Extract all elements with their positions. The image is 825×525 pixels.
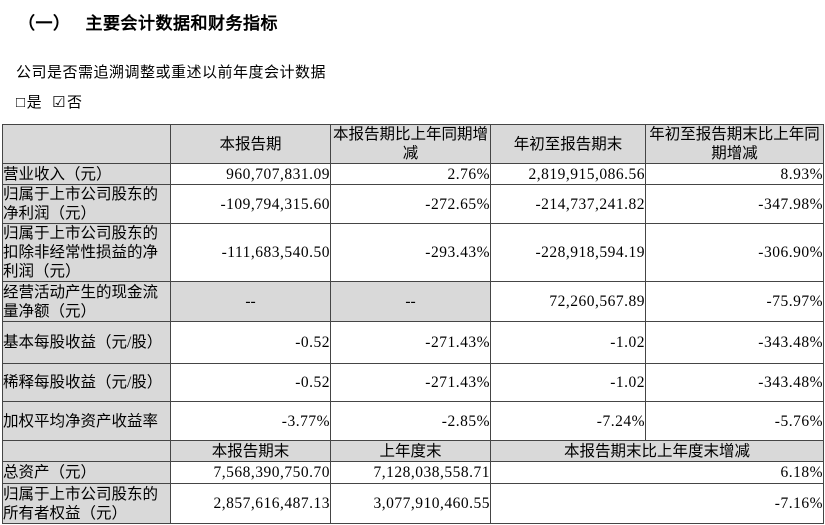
cell-prev-year-end: 3,077,910,460.55 (330, 483, 491, 524)
section-number: （一） (18, 14, 71, 33)
cell-current-change: -272.65% (330, 184, 491, 224)
option-no-label: 否 (67, 95, 83, 111)
subheader-blank-cell (2, 440, 171, 462)
cell-ytd: 72,260,567.89 (490, 281, 646, 322)
cell-current-change: 2.76% (330, 163, 491, 185)
cell-current: -3.77% (170, 401, 331, 441)
cell-prev-year-end: 7,128,038,558.71 (330, 461, 491, 484)
table-row: 基本每股收益（元/股） -0.52 -271.43% -1.02 -343.48… (2, 321, 824, 364)
cell-ytd-change: -343.48% (645, 321, 824, 364)
row-label: 稀释每股收益（元/股） (2, 363, 171, 402)
table-row: 经营活动产生的现金流量净额（元） -- -- 72,260,567.89 -75… (2, 281, 824, 322)
table-subheader-row: 本报告期末 上年度末 本报告期末比上年度末增减 (2, 440, 824, 462)
cell-ytd-change: -75.97% (645, 281, 824, 322)
row-label: 归属于上市公司股东的扣除非经常性损益的净利润（元） (2, 223, 171, 282)
cell-ytd-change: -343.48% (645, 363, 824, 402)
cell-current-change: -2.85% (330, 401, 491, 441)
cell-current-change: -293.43% (330, 223, 491, 282)
row-label: 基本每股收益（元/股） (2, 321, 171, 364)
table-row: 归属于上市公司股东的净利润（元） -109,794,315.60 -272.65… (2, 184, 824, 224)
cell-end-change: -7.16% (490, 483, 824, 524)
restatement-question: 公司是否需追溯调整或重述以前年度会计数据 (16, 65, 327, 81)
cell-period-end: 7,568,390,750.70 (170, 461, 331, 484)
cell-current-change: -271.43% (330, 321, 491, 364)
cell-ytd-change: -5.76% (645, 401, 824, 441)
cell-current: -0.52 (170, 363, 331, 402)
cell-ytd: -1.02 (490, 363, 646, 402)
financial-indicators-table: 本报告期 本报告期比上年同期增减 年初至报告期末 年初至报告期末比上年同期增减 … (2, 124, 824, 524)
cell-ytd: -7.24% (490, 401, 646, 441)
option-yes-label: 是 (26, 95, 43, 111)
checkbox-unchecked-icon: □ (16, 95, 26, 111)
cell-ytd-change: -306.90% (645, 223, 824, 282)
cell-current: -0.52 (170, 321, 331, 364)
row-label: 经营活动产生的现金流量净额（元） (2, 281, 171, 322)
cell-current-change: -- (330, 281, 491, 322)
header-current-period: 本报告期 (170, 124, 331, 164)
checkbox-checked-icon: ☑ (52, 95, 67, 111)
table-row: 总资产（元） 7,568,390,750.70 7,128,038,558.71… (2, 461, 824, 484)
table-row: 营业收入（元） 960,707,831.09 2.76% 2,819,915,0… (2, 163, 824, 185)
table-header-row: 本报告期 本报告期比上年同期增减 年初至报告期末 年初至报告期末比上年同期增减 (2, 124, 824, 164)
header-current-period-change: 本报告期比上年同期增减 (330, 124, 491, 164)
table-row: 稀释每股收益（元/股） -0.52 -271.43% -1.02 -343.48… (2, 363, 824, 402)
subheader-period-end: 本报告期末 (170, 440, 331, 462)
row-label: 归属于上市公司股东的净利润（元） (2, 184, 171, 224)
cell-current: -111,683,540.50 (170, 223, 331, 282)
cell-ytd-change: 8.93% (645, 163, 824, 185)
cell-ytd: -228,918,594.19 (490, 223, 646, 282)
restatement-options: □是 ☑否 (16, 91, 825, 112)
cell-period-end: 2,857,616,487.13 (170, 483, 331, 524)
row-label: 加权平均净资产收益率 (2, 401, 171, 441)
cell-current-change: -271.43% (330, 363, 491, 402)
cell-ytd: -214,737,241.82 (490, 184, 646, 224)
cell-current: 960,707,831.09 (170, 163, 331, 185)
table-row: 加权平均净资产收益率 -3.77% -2.85% -7.24% -5.76% (2, 401, 824, 441)
table-row: 归属于上市公司股东的扣除非经常性损益的净利润（元） -111,683,540.5… (2, 223, 824, 282)
section-title: 主要会计数据和财务指标 (85, 14, 278, 33)
header-ytd: 年初至报告期末 (490, 124, 646, 164)
row-label: 归属于上市公司股东的所有者权益（元） (2, 483, 171, 524)
subheader-period-end-change: 本报告期末比上年度末增减 (490, 440, 824, 462)
row-label: 营业收入（元） (2, 163, 171, 185)
header-blank-cell (2, 124, 171, 164)
row-label: 总资产（元） (2, 461, 171, 484)
page-title: （一） 主要会计数据和财务指标 (18, 9, 825, 34)
cell-end-change: 6.18% (490, 461, 824, 484)
option-yes: □是 (16, 95, 42, 111)
cell-ytd-change: -347.98% (645, 184, 824, 224)
table-row: 归属于上市公司股东的所有者权益（元） 2,857,616,487.13 3,07… (2, 483, 824, 524)
cell-ytd: 2,819,915,086.56 (490, 163, 646, 185)
option-no: ☑否 (52, 95, 82, 111)
cell-ytd: -1.02 (490, 321, 646, 364)
cell-current: -- (170, 281, 331, 322)
subheader-prev-year-end: 上年度末 (330, 440, 491, 462)
header-ytd-change: 年初至报告期末比上年同期增减 (645, 124, 824, 164)
cell-current: -109,794,315.60 (170, 184, 331, 224)
